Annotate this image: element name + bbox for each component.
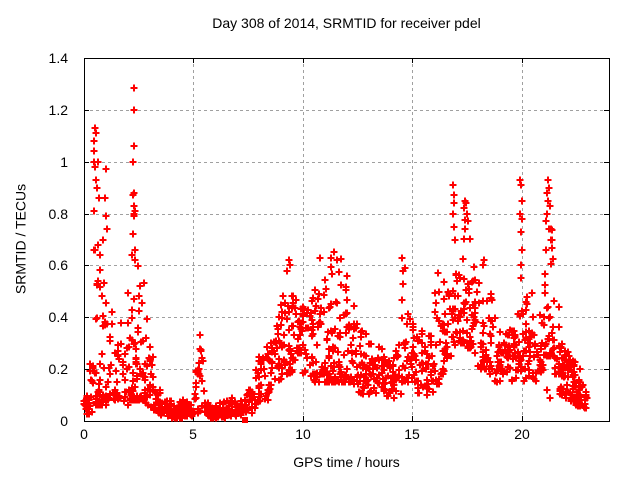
chart-title: Day 308 of 2014, SRMTID for receiver pde…	[212, 15, 481, 31]
square-marker-point	[242, 417, 248, 423]
y-tick-label: 0	[60, 413, 68, 429]
x-tick-label: 15	[404, 426, 420, 442]
grid-lines	[84, 58, 609, 421]
x-axis-label: GPS time / hours	[293, 454, 400, 470]
y-tick-label: 0.4	[48, 309, 68, 325]
x-tick-label: 10	[295, 426, 311, 442]
y-tick-label: 0.8	[48, 206, 68, 222]
plot-border	[84, 58, 610, 422]
y-tick-label: 1.2	[48, 102, 68, 118]
y-tick-label: 0.2	[48, 361, 68, 377]
x-tick-label: 0	[80, 426, 88, 442]
y-tick-label: 1.4	[48, 50, 68, 66]
x-tick-label: 20	[514, 426, 530, 442]
y-axis-label: SRMTID / TECUs	[12, 183, 29, 295]
y-tick-label: 0.6	[48, 257, 68, 273]
y-tick-label: 1	[60, 154, 68, 170]
x-tick-label: 5	[189, 426, 197, 442]
scatter-points	[80, 84, 591, 422]
